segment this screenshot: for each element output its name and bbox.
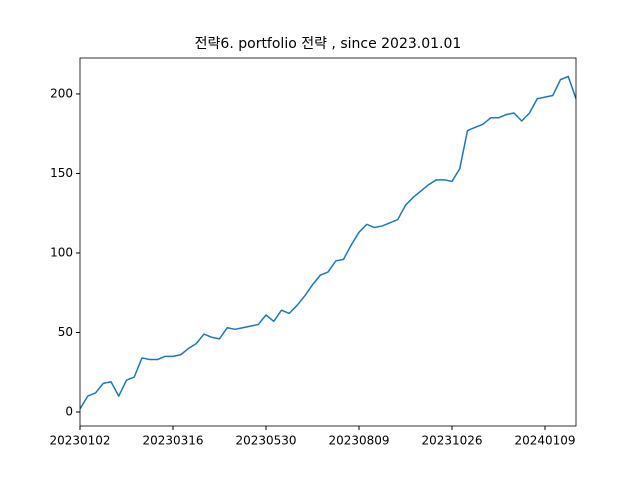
plot-frame (79, 57, 577, 427)
x-tick-label: 20230102 (49, 434, 110, 448)
y-tick-label: 100 (50, 245, 73, 259)
chart-title: 전략6. portfolio 전략 , since 2023.01.01 (195, 36, 462, 52)
x-tick-label: 20230316 (142, 434, 203, 448)
x-tick-label: 20231026 (421, 434, 482, 448)
y-tick-label: 200 (50, 86, 73, 100)
y-tick-label: 50 (58, 325, 73, 339)
x-tick-label: 20230809 (328, 434, 389, 448)
y-tick-label: 150 (50, 166, 73, 180)
x-tick-label: 20240109 (514, 434, 575, 448)
y-tick-label: 0 (65, 405, 73, 419)
x-tick-label: 20230530 (235, 434, 296, 448)
line-series (80, 75, 576, 410)
